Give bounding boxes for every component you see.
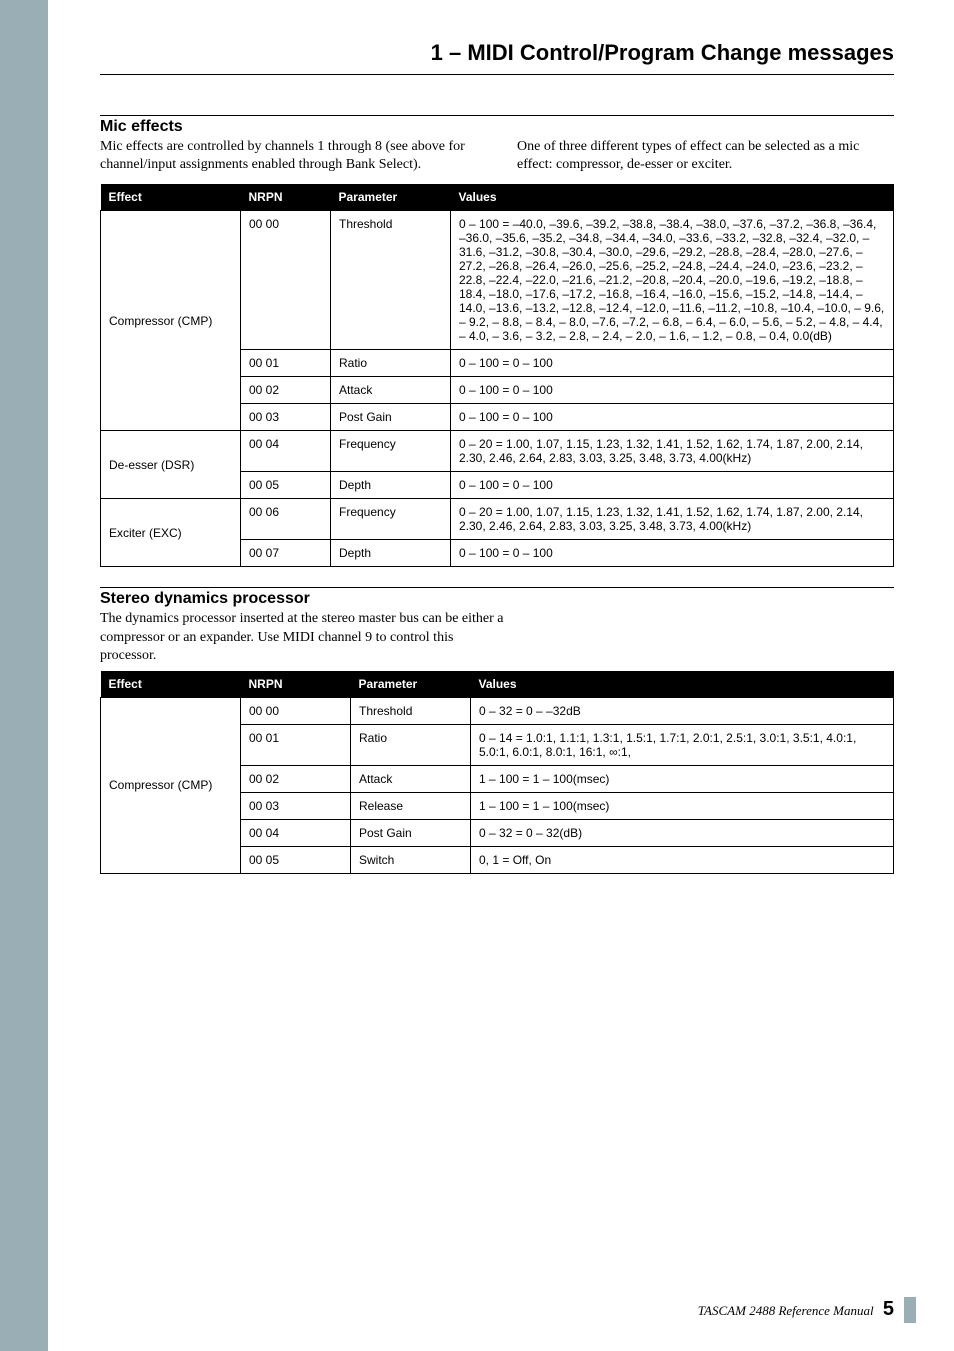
cell-values: 0 – 100 = 0 – 100 [451, 472, 894, 499]
left-margin-bar [0, 0, 48, 1351]
cell-values: 0 – 100 = 0 – 100 [451, 350, 894, 377]
table-header-row: Effect NRPN Parameter Values [101, 184, 894, 211]
stereo-heading: Stereo dynamics processor [100, 590, 894, 608]
th-effect: Effect [101, 184, 241, 211]
th-effect: Effect [101, 671, 241, 698]
cell-param: Attack [331, 377, 451, 404]
cell-param: Post Gain [331, 404, 451, 431]
cell-nrpn: 00 05 [241, 472, 331, 499]
cell-values: 0, 1 = Off, On [471, 846, 894, 873]
section-rule [100, 587, 894, 588]
th-values: Values [451, 184, 894, 211]
cell-values: 0 – 20 = 1.00, 1.07, 1.15, 1.23, 1.32, 1… [451, 431, 894, 472]
cell-values: 0 – 100 = 0 – 100 [451, 377, 894, 404]
cell-values: 1 – 100 = 1 – 100(msec) [471, 792, 894, 819]
cell-nrpn: 00 05 [241, 846, 351, 873]
table-header-row: Effect NRPN Parameter Values [101, 671, 894, 698]
cell-values: 1 – 100 = 1 – 100(msec) [471, 765, 894, 792]
cell-values: 0 – 100 = –40.0, –39.6, –39.2, –38.8, –3… [451, 211, 894, 350]
cell-values: 0 – 100 = 0 – 100 [451, 540, 894, 567]
cell-param: Attack [351, 765, 471, 792]
cell-param: Ratio [331, 350, 451, 377]
cell-param: Ratio [351, 724, 471, 765]
cell-nrpn: 00 00 [241, 211, 331, 350]
page: 1 – MIDI Control/Program Change messages… [0, 0, 954, 1351]
mic-effects-table: Effect NRPN Parameter Values Compressor … [100, 184, 894, 567]
footer-bar [904, 1297, 916, 1323]
cell-param: Threshold [351, 697, 471, 724]
page-number: 5 [883, 1298, 894, 1320]
cell-values: 0 – 32 = 0 – 32(dB) [471, 819, 894, 846]
cell-nrpn: 00 02 [241, 377, 331, 404]
mic-effects-para-left: Mic effects are controlled by channels 1… [100, 138, 477, 174]
cell-values: 0 – 100 = 0 – 100 [451, 404, 894, 431]
effect-name: Compressor (CMP) [101, 211, 241, 431]
cell-nrpn: 00 07 [241, 540, 331, 567]
th-nrpn: NRPN [241, 671, 351, 698]
section-rule [100, 115, 894, 116]
chapter-title: 1 – MIDI Control/Program Change messages [100, 40, 894, 75]
cell-param: Switch [351, 846, 471, 873]
footer-text: TASCAM 2488 Reference Manual [698, 1303, 874, 1318]
table-row: Compressor (CMP) 00 00 Threshold 0 – 100… [101, 211, 894, 350]
effect-name: De-esser (DSR) [101, 431, 241, 499]
footer: TASCAM 2488 Reference Manual 5 [698, 1298, 894, 1321]
cell-nrpn: 00 01 [241, 350, 331, 377]
stereo-table: Effect NRPN Parameter Values Compressor … [100, 671, 894, 874]
cell-param: Post Gain [351, 819, 471, 846]
table-row: Exciter (EXC) 00 06 Frequency 0 – 20 = 1… [101, 499, 894, 540]
mic-effects-heading: Mic effects [100, 118, 894, 136]
cell-nrpn: 00 03 [241, 404, 331, 431]
cell-param: Depth [331, 472, 451, 499]
th-nrpn: NRPN [241, 184, 331, 211]
mic-effects-para-right: One of three different types of effect c… [517, 138, 894, 174]
cell-nrpn: 00 01 [241, 724, 351, 765]
cell-param: Threshold [331, 211, 451, 350]
cell-values: 0 – 20 = 1.00, 1.07, 1.15, 1.23, 1.32, 1… [451, 499, 894, 540]
th-param: Parameter [331, 184, 451, 211]
cell-param: Release [351, 792, 471, 819]
cell-nrpn: 00 04 [241, 819, 351, 846]
th-values: Values [471, 671, 894, 698]
cell-values: 0 – 32 = 0 – –32dB [471, 697, 894, 724]
effect-name: Exciter (EXC) [101, 499, 241, 567]
mic-effects-intro: Mic effects are controlled by channels 1… [100, 138, 894, 174]
cell-nrpn: 00 00 [241, 697, 351, 724]
effect-name: Compressor (CMP) [101, 697, 241, 873]
cell-param: Frequency [331, 431, 451, 472]
cell-param: Frequency [331, 499, 451, 540]
cell-nrpn: 00 04 [241, 431, 331, 472]
th-param: Parameter [351, 671, 471, 698]
table-row: Compressor (CMP) 00 00 Threshold 0 – 32 … [101, 697, 894, 724]
table-row: De-esser (DSR) 00 04 Frequency 0 – 20 = … [101, 431, 894, 472]
cell-nrpn: 00 06 [241, 499, 331, 540]
cell-values: 0 – 14 = 1.0:1, 1.1:1, 1.3:1, 1.5:1, 1.7… [471, 724, 894, 765]
cell-nrpn: 00 03 [241, 792, 351, 819]
cell-nrpn: 00 02 [241, 765, 351, 792]
cell-param: Depth [331, 540, 451, 567]
stereo-para: The dynamics processor inserted at the s… [100, 610, 513, 665]
